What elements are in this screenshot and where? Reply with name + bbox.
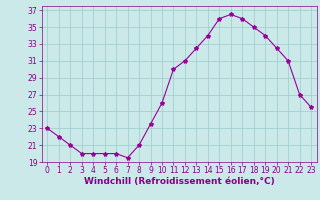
X-axis label: Windchill (Refroidissement éolien,°C): Windchill (Refroidissement éolien,°C): [84, 177, 275, 186]
